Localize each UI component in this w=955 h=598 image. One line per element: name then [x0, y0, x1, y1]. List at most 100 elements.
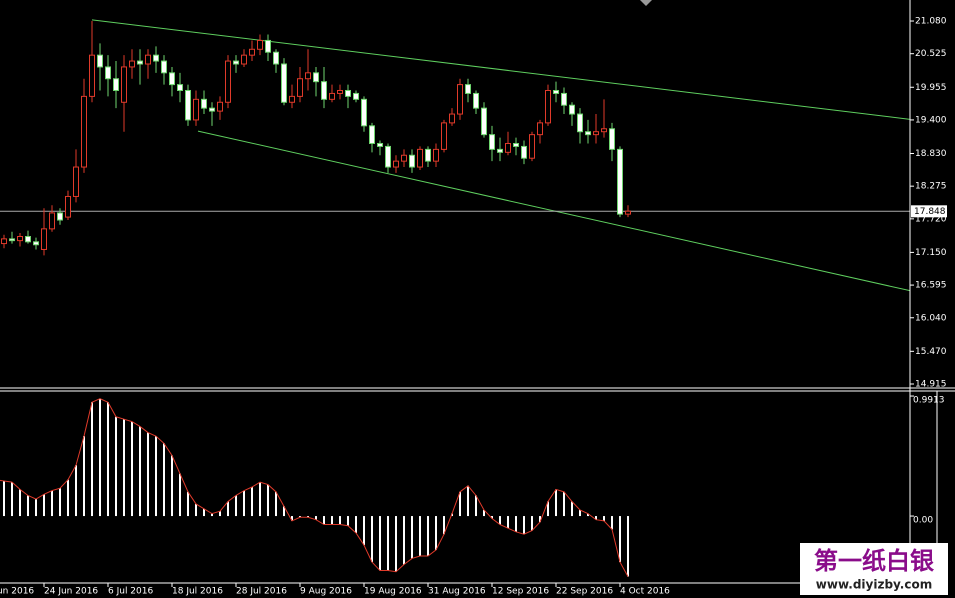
- candle-body: [9, 238, 15, 242]
- histogram-bar: [587, 513, 589, 517]
- histogram-bar: [131, 421, 133, 517]
- candle-body: [465, 84, 471, 94]
- candle-body: [329, 92, 335, 100]
- y-tick-label: 0.00: [913, 516, 933, 526]
- y-tick-label: 18.830: [915, 149, 947, 159]
- watermark: 第一纸白银 www.diyizby.com: [800, 543, 948, 595]
- candle-body: [265, 39, 271, 53]
- candle-body: [529, 134, 535, 159]
- candle-body: [321, 81, 327, 100]
- histogram-bar: [275, 491, 277, 517]
- candle-body: [449, 113, 455, 124]
- histogram-bar: [619, 516, 621, 563]
- histogram-bar: [563, 491, 565, 517]
- trendline: [91, 19, 910, 120]
- histogram-bar: [179, 473, 181, 517]
- histogram-bar: [347, 516, 349, 526]
- histogram-bar: [259, 482, 261, 517]
- histogram-bar: [187, 491, 189, 517]
- histogram-bar: [427, 516, 429, 557]
- histogram-bar: [99, 398, 101, 517]
- candle-body: [129, 60, 135, 68]
- histogram-bar: [411, 516, 413, 559]
- histogram-bar: [603, 516, 605, 521]
- histogram-bar: [475, 495, 477, 517]
- watermark-title: 第一纸白银: [814, 547, 935, 575]
- histogram-bar: [531, 516, 533, 531]
- candle-body: [33, 241, 39, 246]
- candle-body: [105, 66, 111, 80]
- candle-body: [153, 54, 159, 62]
- candle-body: [569, 104, 575, 115]
- candle-body: [561, 92, 567, 106]
- histogram-bar: [419, 516, 421, 557]
- histogram-bar: [83, 436, 85, 517]
- histogram-bar: [539, 516, 541, 523]
- histogram-bar: [499, 516, 501, 525]
- histogram-bar: [435, 516, 437, 550]
- histogram-bar: [107, 402, 109, 517]
- histogram-bar: [91, 402, 93, 517]
- candle-body: [457, 84, 463, 115]
- histogram-bar: [267, 484, 269, 517]
- x-tick-label: 24 Jun 2016: [44, 587, 98, 597]
- histogram-bar: [307, 516, 309, 518]
- x-tick-label: 12 Sep 2016: [492, 587, 549, 597]
- candle-body: [601, 128, 607, 133]
- candle-body: [625, 210, 631, 215]
- histogram-bar: [379, 516, 381, 571]
- histogram-bar: [467, 485, 469, 517]
- x-tick-label: 18 Jul 2016: [172, 587, 223, 597]
- candle-body: [577, 113, 583, 133]
- histogram-bar: [283, 506, 285, 517]
- y-tick-label: 18.275: [915, 182, 947, 192]
- scroll-marker: [640, 0, 652, 6]
- y-tick-label: 16.595: [915, 281, 947, 291]
- candle-body: [361, 98, 367, 127]
- histogram-bar: [163, 443, 165, 517]
- histogram-bar: [387, 516, 389, 571]
- candle-body: [145, 54, 151, 65]
- histogram-bar: [227, 501, 229, 517]
- histogram-bar: [195, 503, 197, 517]
- candle-body: [553, 89, 559, 94]
- candle-body: [249, 48, 255, 56]
- y-tick-label: 0.9913: [913, 396, 945, 406]
- candle-body: [313, 72, 319, 83]
- candle-body: [25, 236, 31, 243]
- candle-body: [1, 238, 7, 245]
- histogram-bar: [339, 516, 341, 525]
- candle-body: [169, 72, 175, 86]
- candle-body: [393, 160, 399, 168]
- histogram-bar: [523, 516, 525, 535]
- histogram-bar: [627, 516, 629, 577]
- candle-body: [377, 142, 383, 147]
- candle-body: [617, 148, 623, 215]
- candle-body: [113, 78, 119, 91]
- histogram-bar: [155, 436, 157, 517]
- watermark-box: [800, 543, 948, 595]
- histogram-bar: [611, 516, 613, 530]
- candle-body: [609, 128, 615, 150]
- candle-body: [433, 148, 439, 162]
- histogram-bar: [147, 432, 149, 517]
- histogram-bar: [323, 516, 325, 525]
- candle-body: [57, 212, 63, 221]
- x-tick-label: 19 Aug 2016: [364, 587, 422, 597]
- candle-body: [177, 84, 183, 91]
- candle-body: [385, 145, 391, 168]
- histogram-bar: [491, 516, 493, 519]
- x-tick-label: 28 Jul 2016: [236, 587, 287, 597]
- histogram-line: [0, 398, 629, 577]
- histogram-bar: [43, 494, 45, 517]
- histogram-bar: [11, 482, 13, 517]
- y-tick-label: 16.040: [915, 313, 947, 323]
- histogram-bar: [123, 419, 125, 517]
- candle-body: [97, 54, 103, 68]
- histogram-bar: [203, 508, 205, 517]
- candle-body: [289, 95, 295, 103]
- candle-body: [545, 89, 551, 124]
- histogram-bar: [555, 489, 557, 517]
- candle-body: [353, 92, 359, 100]
